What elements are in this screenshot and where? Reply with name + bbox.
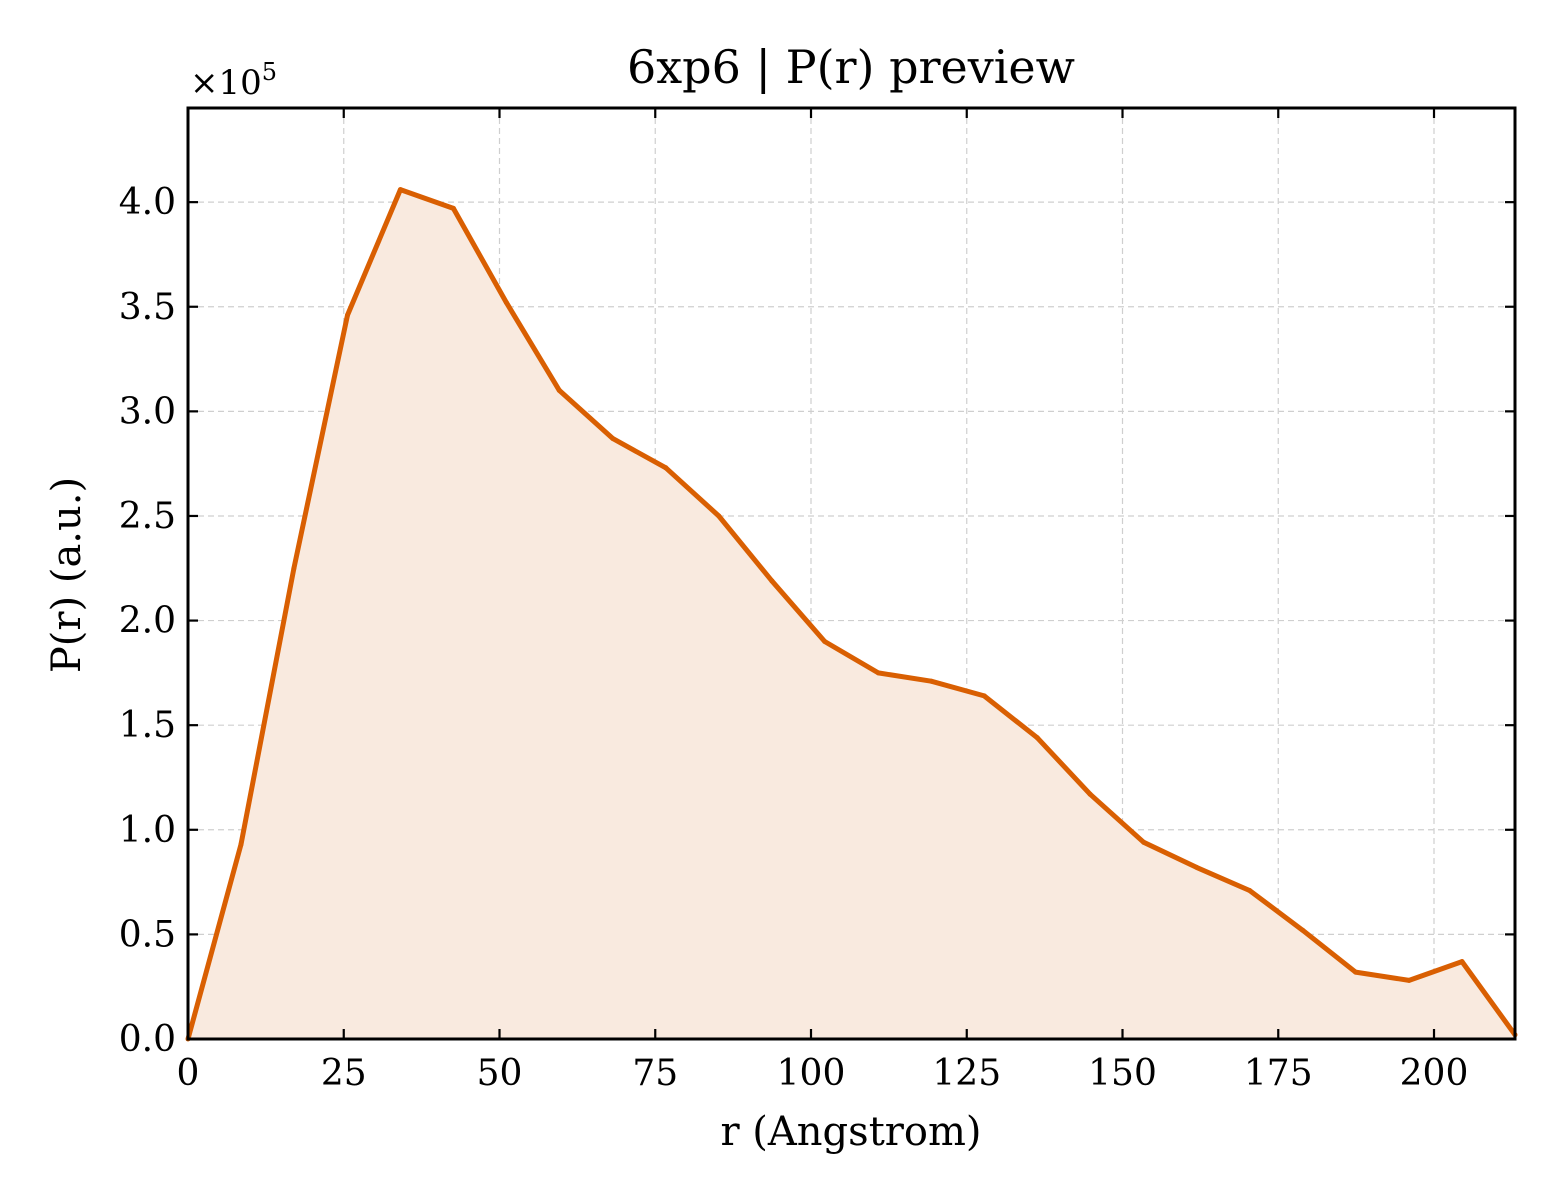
data-point xyxy=(1141,839,1147,845)
y-tick-label: 0.0 xyxy=(119,1019,176,1060)
data-point xyxy=(1087,791,1093,797)
y-tick-label: 1.0 xyxy=(119,810,176,851)
data-point xyxy=(875,670,881,676)
x-tick-label: 75 xyxy=(632,1053,678,1094)
x-tick-label: 150 xyxy=(1088,1053,1157,1094)
data-point xyxy=(663,465,669,471)
x-tick-label: 175 xyxy=(1244,1053,1313,1094)
pr-area-fill xyxy=(188,189,1515,1040)
data-point xyxy=(981,693,987,699)
data-point xyxy=(345,312,350,318)
y-axis-label: P(r) (a.u.) xyxy=(44,477,90,673)
y-tick-label: 1.5 xyxy=(119,705,176,746)
x-tick-label: 25 xyxy=(321,1053,367,1094)
data-point xyxy=(1353,969,1358,975)
data-point xyxy=(822,639,828,644)
y-tick-label: 2.5 xyxy=(119,496,176,537)
plot-frame xyxy=(186,106,1517,1041)
y-multiplier: ×105 xyxy=(190,58,277,103)
y-tick-label: 0.5 xyxy=(119,914,176,955)
y-tick-label: 4.0 xyxy=(119,182,176,223)
y-tick-label: 3.5 xyxy=(119,287,176,328)
data-point xyxy=(503,300,509,306)
x-tick-label: 200 xyxy=(1400,1053,1469,1094)
x-tick-label: 0 xyxy=(177,1053,200,1094)
data-point xyxy=(610,436,616,442)
data-point xyxy=(928,678,934,684)
y-tick-label: 2.0 xyxy=(119,601,176,642)
data-point xyxy=(1034,735,1040,741)
chart-title: 6xp6 | P(r) preview xyxy=(627,40,1075,94)
x-tick-label: 50 xyxy=(477,1053,523,1094)
data-point xyxy=(1459,959,1465,965)
data-point xyxy=(397,187,403,193)
pr-line xyxy=(185,187,1518,1040)
data-point xyxy=(1247,888,1253,893)
x-tick-label: 125 xyxy=(932,1053,1001,1094)
x-axis-label: r (Angstrom) xyxy=(720,1109,981,1155)
data-point xyxy=(1406,977,1412,983)
x-tick-label: 100 xyxy=(777,1053,846,1094)
ticks: 0 25 50 75 100 125 150 175 200 0.0 0.5 1.0 1.5 2.0 2.5… xyxy=(119,108,1515,1094)
data-point xyxy=(716,513,722,519)
data-point xyxy=(769,578,775,584)
y-multiplier-base: ×10 xyxy=(190,63,262,103)
y-tick-label: 3.0 xyxy=(119,391,176,432)
data-point xyxy=(1194,864,1200,870)
data-point xyxy=(556,387,562,393)
data-point xyxy=(450,205,456,211)
y-multiplier-exponent: 5 xyxy=(262,58,277,86)
data-point xyxy=(291,565,297,571)
data-point xyxy=(238,841,244,847)
data-point xyxy=(1300,927,1306,933)
